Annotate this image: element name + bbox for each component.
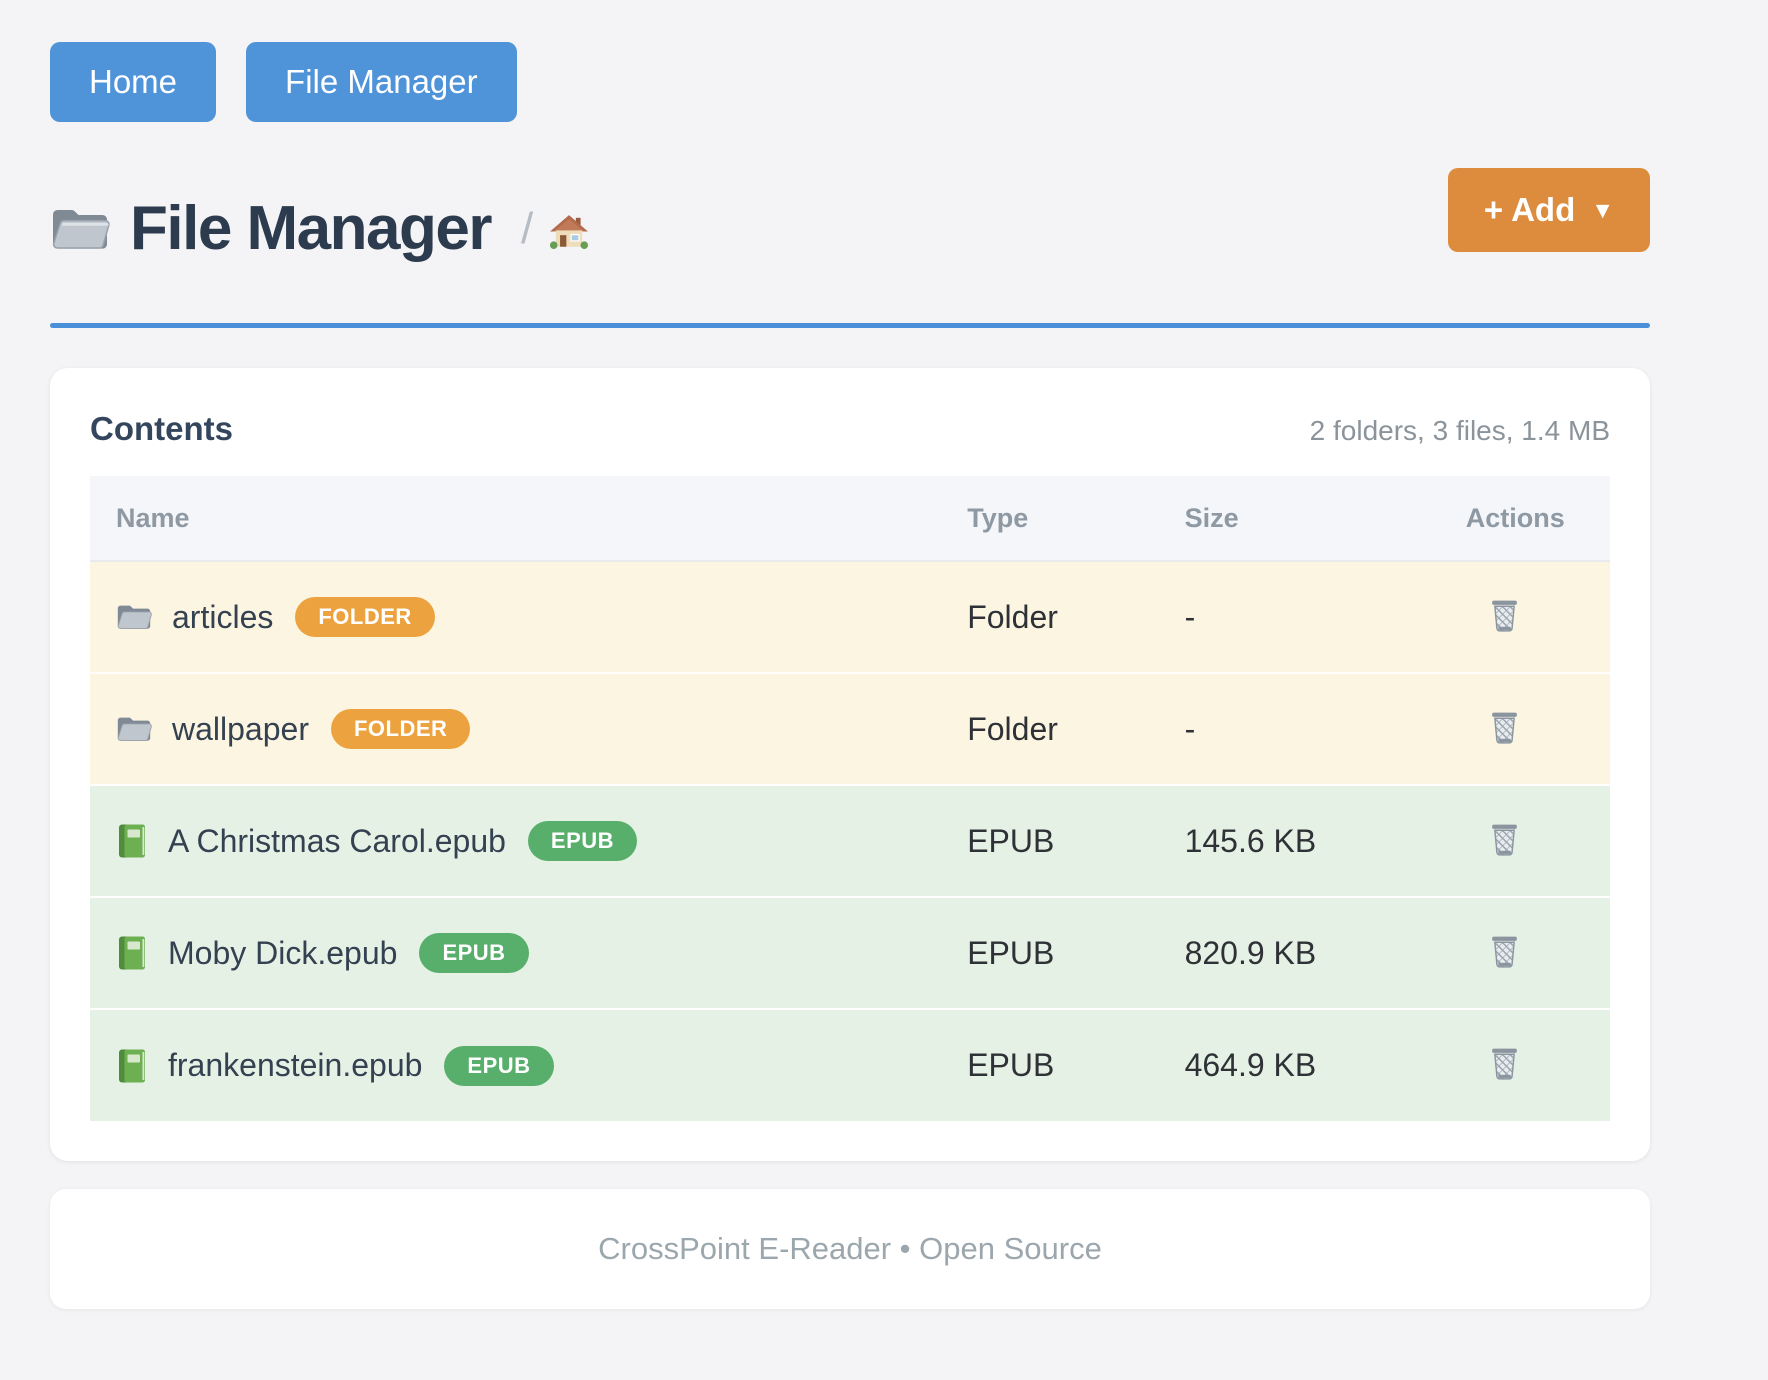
trash-icon bbox=[1488, 597, 1521, 637]
table-row: Moby Dick.epub EPUB EPUB 820.9 KB bbox=[90, 897, 1610, 1009]
name-cell: frankenstein.epub EPUB bbox=[90, 1009, 941, 1121]
name-cell: A Christmas Carol.epub EPUB bbox=[90, 785, 941, 897]
type-cell: EPUB bbox=[967, 934, 1055, 971]
column-header-actions: Actions bbox=[1439, 476, 1610, 561]
actions-cell bbox=[1440, 561, 1610, 673]
type-cell: Folder bbox=[967, 710, 1058, 747]
contents-heading: Contents bbox=[90, 410, 233, 447]
type-cell: EPUB bbox=[967, 822, 1055, 859]
size-cell: - bbox=[1184, 710, 1196, 747]
actions-cell bbox=[1440, 1009, 1610, 1121]
delete-button[interactable] bbox=[1484, 929, 1525, 977]
type-cell: Folder bbox=[967, 598, 1058, 635]
name-cell: Moby Dick.epub EPUB bbox=[90, 897, 941, 1009]
contents-summary: 2 folders, 3 files, 1.4 MB bbox=[1309, 415, 1610, 446]
type-badge: EPUB bbox=[527, 821, 638, 861]
column-header-name: Name bbox=[90, 476, 942, 561]
table-row: frankenstein.epub EPUB EPUB 464.9 KB bbox=[90, 1009, 1610, 1121]
file-name-link[interactable]: frankenstein.epub bbox=[168, 1047, 423, 1083]
actions-cell bbox=[1440, 785, 1610, 897]
book-icon bbox=[116, 935, 148, 971]
type-badge: EPUB bbox=[444, 1045, 554, 1086]
title-row: File Manager / + Add ▼ bbox=[50, 168, 1650, 274]
caret-down-icon: ▼ bbox=[1591, 196, 1614, 223]
trash-icon bbox=[1488, 933, 1521, 973]
type-badge: FOLDER bbox=[295, 597, 435, 637]
file-name-link[interactable]: wallpaper bbox=[172, 710, 309, 747]
folder-icon bbox=[50, 205, 110, 253]
trash-icon bbox=[1488, 821, 1521, 861]
type-badge: EPUB bbox=[419, 933, 529, 973]
page-title: File Manager bbox=[130, 194, 493, 263]
type-badge: FOLDER bbox=[330, 709, 471, 749]
delete-button[interactable] bbox=[1484, 593, 1525, 641]
folder-icon bbox=[116, 601, 152, 633]
book-icon bbox=[116, 823, 148, 859]
file-name-link[interactable]: Moby Dick.epub bbox=[168, 934, 398, 971]
file-name-link[interactable]: articles bbox=[172, 598, 274, 635]
page: Home File Manager File Manager / bbox=[50, 42, 1650, 1309]
trash-icon bbox=[1488, 709, 1521, 749]
table-row: wallpaper FOLDER Folder - bbox=[90, 673, 1610, 785]
breadcrumb-separator: / bbox=[521, 204, 534, 253]
size-cell: 464.9 KB bbox=[1184, 1047, 1317, 1083]
contents-card-header: Contents 2 folders, 3 files, 1.4 MB bbox=[90, 410, 1610, 448]
type-cell: EPUB bbox=[967, 1047, 1055, 1083]
delete-button[interactable] bbox=[1484, 1041, 1525, 1089]
size-cell: 820.9 KB bbox=[1184, 934, 1317, 971]
contents-card: Contents 2 folders, 3 files, 1.4 MB Name… bbox=[50, 368, 1650, 1161]
breadcrumb: / bbox=[521, 204, 589, 254]
folder-icon bbox=[116, 713, 152, 745]
nav-bar: Home File Manager bbox=[50, 42, 1650, 122]
file-name-link[interactable]: A Christmas Carol.epub bbox=[168, 822, 506, 859]
size-cell: 145.6 KB bbox=[1184, 822, 1317, 859]
footer-text: CrossPoint E-Reader • Open Source bbox=[598, 1231, 1102, 1266]
delete-button[interactable] bbox=[1484, 817, 1525, 865]
nav-button-home[interactable]: Home bbox=[50, 42, 217, 122]
file-table-body: articles FOLDER Folder - wallpaper FOLDER Fold… bbox=[90, 561, 1610, 1121]
title-divider bbox=[50, 323, 1650, 328]
house-icon[interactable] bbox=[549, 213, 589, 251]
actions-cell bbox=[1440, 673, 1610, 785]
table-header-row: Name Type Size Actions bbox=[90, 476, 1610, 561]
nav-button-file-manager[interactable]: File Manager bbox=[246, 42, 517, 122]
column-header-size: Size bbox=[1158, 476, 1440, 561]
delete-button[interactable] bbox=[1484, 705, 1525, 753]
table-row: articles FOLDER Folder - bbox=[90, 561, 1610, 673]
size-cell: - bbox=[1184, 598, 1196, 635]
book-icon bbox=[116, 1048, 148, 1084]
table-row: A Christmas Carol.epub EPUB EPUB 145.6 KB bbox=[90, 785, 1610, 897]
add-button[interactable]: + Add ▼ bbox=[1447, 168, 1650, 252]
trash-icon bbox=[1488, 1045, 1521, 1085]
footer-card: CrossPoint E-Reader • Open Source bbox=[50, 1189, 1650, 1309]
column-header-type: Type bbox=[941, 476, 1159, 561]
actions-cell bbox=[1440, 897, 1610, 1009]
file-table: Name Type Size Actions articles FOLDER Fol… bbox=[90, 476, 1610, 1121]
name-cell: wallpaper FOLDER bbox=[90, 673, 941, 785]
name-cell: articles FOLDER bbox=[90, 561, 941, 673]
add-button-label: + Add bbox=[1483, 191, 1576, 228]
